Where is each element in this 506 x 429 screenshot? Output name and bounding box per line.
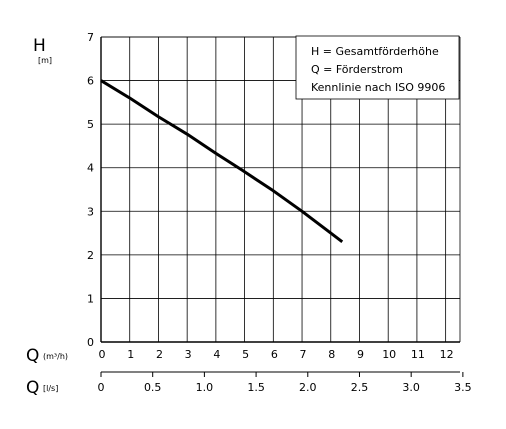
x2-tick-label-2.5: 2.5 — [351, 381, 369, 394]
x-tick-label-11: 11 — [411, 348, 425, 361]
x-tick-label-10: 10 — [382, 348, 396, 361]
x2-tick-label-3.5: 3.5 — [454, 381, 472, 394]
legend: H = Gesamtförderhöhe Q = Förderstrom Ken… — [295, 35, 460, 100]
series-line-0 — [100, 79, 344, 243]
x-axis-unit: (m³/h) — [43, 352, 68, 361]
x2-axis-title: Q — [26, 378, 39, 398]
y-tick-label-0: 0 — [87, 336, 94, 349]
x-tick-label-2: 2 — [156, 348, 163, 361]
x2-tick-label-1.5: 1.5 — [247, 381, 265, 394]
legend-line-2: Q = Förderstrom — [311, 63, 403, 76]
series — [100, 79, 344, 243]
x2-tick-label-3.0: 3.0 — [402, 381, 420, 394]
x-tick-label-3: 3 — [185, 348, 192, 361]
x-axis-ticks: 0 1 2 3 4 5 6 7 8 9 10 11 12 — [99, 348, 454, 361]
x-tick-label-5: 5 — [242, 348, 249, 361]
x-tick-label-0: 0 — [99, 348, 106, 361]
x2-tick-label-0.5: 0.5 — [144, 381, 162, 394]
x2-axis-unit: [l/s] — [43, 384, 58, 393]
y-tick-label-3: 3 — [87, 205, 94, 218]
x-tick-label-9: 9 — [357, 348, 364, 361]
y-tick-label-6: 6 — [87, 75, 94, 88]
y-tick-label-4: 4 — [87, 162, 94, 175]
x2-tick-label-1.0: 1.0 — [196, 381, 214, 394]
x-tick-label-7: 7 — [300, 348, 307, 361]
y-tick-label-7: 7 — [87, 31, 94, 44]
x2-tick-label-0: 0 — [98, 381, 105, 394]
x-tick-label-1: 1 — [127, 348, 134, 361]
x-tick-label-6: 6 — [271, 348, 278, 361]
legend-line-3: Kennlinie nach ISO 9906 — [311, 81, 445, 94]
x-tick-label-8: 8 — [328, 348, 335, 361]
x-tick-label-4: 4 — [213, 348, 220, 361]
legend-box — [295, 35, 460, 100]
x2-tick-label-2.0: 2.0 — [299, 381, 317, 394]
y-tick-label-5: 5 — [87, 118, 94, 131]
x-tick-label-12: 12 — [440, 348, 454, 361]
legend-line-1: H = Gesamtförderhöhe — [311, 45, 439, 58]
x2-axis-ticks: 0 0.5 1.0 1.5 2.0 2.5 3.0 3.5 — [98, 371, 472, 394]
y-axis-ticks: 0 1 2 3 4 5 6 7 — [87, 31, 94, 349]
y-tick-label-2: 2 — [87, 249, 94, 262]
y-axis-unit: [m] — [38, 56, 52, 65]
x-axis-title: Q — [26, 346, 39, 366]
y-tick-label-1: 1 — [87, 292, 94, 305]
y-axis-title: H — [33, 36, 46, 56]
